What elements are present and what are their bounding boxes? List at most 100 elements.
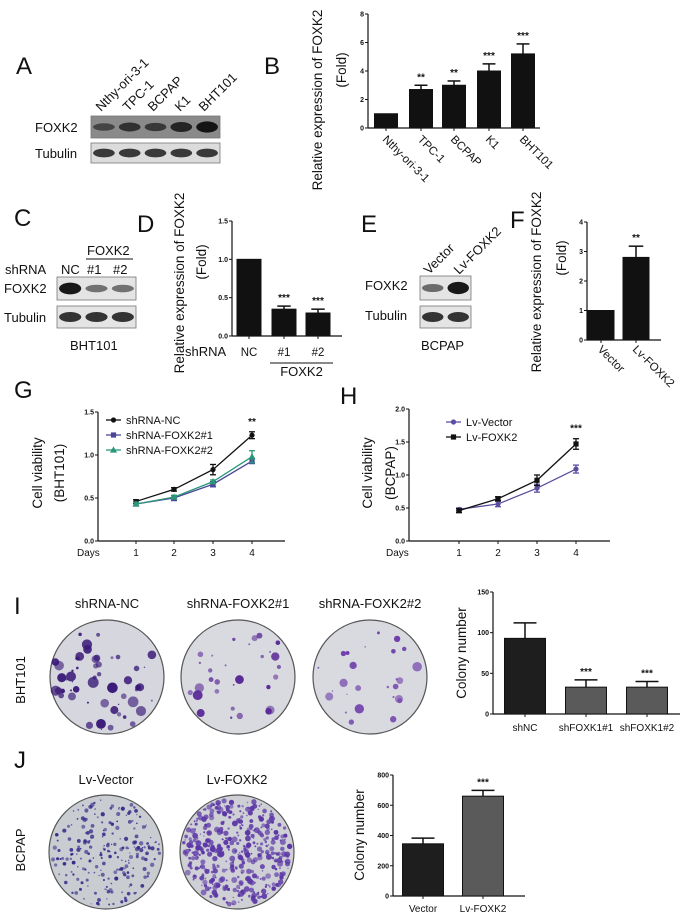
significance-label: *** [278, 293, 290, 304]
colony [70, 689, 72, 692]
y-axis-label-secondary: (Fold) [554, 240, 569, 275]
blot-band [447, 312, 469, 322]
colony [69, 857, 73, 861]
x-tick-label: BHT101 [517, 134, 555, 172]
colony [260, 850, 264, 854]
colony [64, 873, 68, 877]
colony [133, 827, 136, 830]
colony [87, 852, 91, 856]
colony [206, 822, 212, 828]
colony [234, 866, 238, 870]
colony [255, 875, 259, 879]
colony [200, 889, 207, 896]
colony [402, 646, 407, 652]
colony [252, 898, 258, 904]
colony [231, 836, 238, 843]
colony [190, 823, 193, 826]
colony [202, 842, 207, 847]
colony [265, 873, 271, 879]
colony [187, 863, 192, 868]
colony [266, 852, 269, 855]
colony [193, 854, 196, 857]
colony [261, 823, 266, 828]
colony [102, 879, 105, 882]
colony [72, 685, 80, 693]
y-tick-label: 0.5 [84, 496, 94, 503]
colony [70, 824, 73, 826]
colony [108, 854, 112, 859]
lane-label: K1 [172, 92, 194, 114]
colony [271, 837, 275, 841]
colony [243, 847, 247, 851]
colony [66, 671, 77, 682]
colony [325, 692, 334, 701]
colony [61, 856, 65, 860]
colony [97, 898, 101, 902]
colony [212, 885, 218, 891]
colony [344, 711, 347, 714]
y-tick-label: 0 [579, 338, 583, 345]
colony [136, 813, 138, 816]
colony [261, 893, 268, 900]
colony [198, 661, 202, 665]
colony [204, 877, 207, 880]
colony [281, 860, 284, 863]
colony [267, 892, 269, 895]
colony [203, 814, 209, 820]
colony [139, 847, 144, 853]
colony [56, 857, 60, 861]
colony [238, 880, 244, 886]
panel-letter-c: C [14, 205, 31, 232]
colony [62, 861, 67, 866]
colony [149, 862, 155, 868]
colony [339, 678, 348, 688]
marker-square [534, 477, 540, 483]
colony [203, 884, 208, 888]
colony [184, 839, 186, 841]
colony [221, 798, 227, 804]
colony [268, 885, 271, 888]
blot-c-group-label: FOXK2 [87, 243, 130, 258]
colony [126, 871, 130, 874]
colony [124, 864, 129, 869]
colony [250, 852, 253, 855]
colony [285, 851, 291, 857]
colony [250, 833, 255, 838]
colony [227, 827, 230, 830]
colony [278, 855, 283, 860]
colony [59, 857, 62, 861]
colony [210, 877, 216, 883]
colony [102, 861, 106, 866]
bar [622, 256, 650, 341]
colony [126, 875, 130, 880]
colony [236, 884, 241, 889]
colony [81, 824, 86, 829]
colony [275, 640, 281, 646]
group-label: FOXK2 [280, 364, 323, 379]
panel-letter-e: E [361, 211, 377, 238]
colony [144, 857, 148, 862]
bar [626, 686, 668, 715]
blot-e-cell-line: BCPAP [421, 338, 464, 353]
significance-label: ** [248, 417, 256, 428]
colony [91, 655, 100, 664]
colony [75, 666, 79, 670]
blot-band [144, 148, 167, 158]
y-tick-label: 100 [477, 630, 489, 637]
colony [264, 840, 268, 844]
colony [82, 804, 84, 807]
colony [237, 834, 240, 837]
colony [125, 814, 127, 817]
colony [256, 842, 259, 845]
colony [110, 656, 114, 660]
colony [79, 847, 82, 850]
colony [376, 631, 380, 635]
colony [75, 651, 85, 661]
colony [192, 690, 203, 701]
y-tick-label: 1.0 [84, 453, 94, 460]
blot-e-tubulin [419, 305, 472, 329]
y-tick-label: 0.0 [395, 539, 405, 546]
colony [60, 688, 66, 694]
